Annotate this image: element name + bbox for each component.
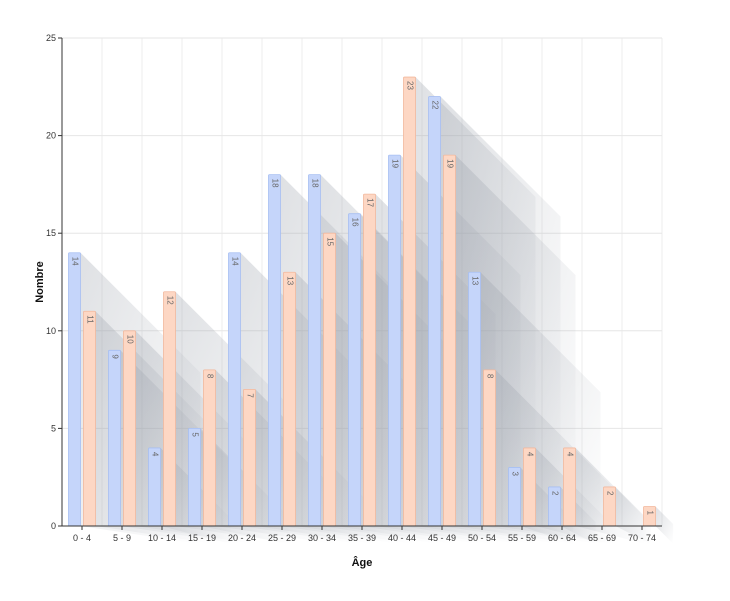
- bar-1-10: [468, 271, 481, 527]
- bar-shadow: [655, 506, 674, 544]
- bar-2-6: [323, 232, 336, 527]
- bar-value-label: 10: [125, 335, 134, 344]
- bar-value-label: 23: [405, 81, 414, 90]
- y-tick-label: 15: [46, 228, 56, 238]
- bar-2-7: [363, 193, 376, 527]
- bar-2-1: [123, 330, 136, 527]
- bar-1-1: [108, 349, 121, 527]
- bar-2-14: [643, 506, 656, 527]
- bar-1-2: [148, 447, 161, 527]
- bar-1-9: [428, 96, 441, 527]
- bar-2-10: [483, 369, 496, 527]
- bar-2-4: [243, 388, 256, 527]
- bar-2-8: [403, 76, 416, 527]
- x-tick-label: 40 - 44: [388, 533, 416, 543]
- bar-2-2: [163, 291, 176, 527]
- bar-2-5: [283, 271, 296, 527]
- x-tick-label: 5 - 9: [113, 533, 131, 543]
- x-tick-label: 10 - 14: [148, 533, 176, 543]
- bar-1-3: [188, 427, 201, 527]
- x-tick-labels: 0 - 4 5 - 9 10 - 14 15 - 19 20 - 24 25 - 29 30…: [73, 526, 656, 543]
- bar-value-label: 16: [350, 218, 359, 227]
- bar-2-12: [563, 447, 576, 527]
- y-axis-title: Nombre: [34, 261, 46, 303]
- bar-value-label: 8: [205, 374, 214, 379]
- bar-2-9: [443, 154, 456, 527]
- bar-value-label: 18: [310, 179, 319, 188]
- bar-value-label: 12: [165, 296, 174, 305]
- bar-value-label: 3: [510, 471, 519, 476]
- x-axis-title: Âge: [352, 556, 373, 569]
- bar-value-label: 17: [365, 198, 374, 207]
- bars: 1411910412581471813181516171923221913834…: [68, 76, 656, 527]
- bar-value-label: 4: [150, 452, 159, 457]
- x-tick-label: 70 - 74: [628, 533, 656, 543]
- bar-1-0: [68, 252, 81, 527]
- x-tick-label: 35 - 39: [348, 533, 376, 543]
- x-tick-label: 20 - 24: [228, 533, 256, 543]
- x-tick-label: 55 - 59: [508, 533, 536, 543]
- bar-value-label: 18: [270, 179, 279, 188]
- bar-2-3: [203, 369, 216, 527]
- bar-1-6: [308, 174, 321, 527]
- bar-value-label: 2: [550, 491, 559, 496]
- bar-value-label: 4: [525, 452, 534, 457]
- bar-2-0: [83, 310, 96, 527]
- bar-value-label: 5: [190, 432, 199, 437]
- bar-value-label: 2: [605, 491, 614, 496]
- y-tick-labels: 0 5 10 15 20 25: [46, 33, 62, 531]
- bar-value-label: 14: [70, 257, 79, 266]
- bar-value-label: 9: [110, 354, 119, 359]
- x-tick-label: 60 - 64: [548, 533, 576, 543]
- x-tick-label: 0 - 4: [73, 533, 91, 543]
- x-tick-label: 30 - 34: [308, 533, 336, 543]
- bar-2-11: [523, 447, 536, 527]
- bar-1-5: [268, 174, 281, 527]
- bar-value-label: 14: [230, 257, 239, 266]
- x-tick-label: 45 - 49: [428, 533, 456, 543]
- bar-value-label: 1: [645, 510, 654, 515]
- bar-1-8: [388, 154, 401, 527]
- bar-value-label: 11: [85, 315, 94, 324]
- bar-value-label: 13: [285, 276, 294, 285]
- bar-value-label: 13: [470, 276, 479, 285]
- y-tick-label: 5: [51, 423, 56, 433]
- bar-1-11: [508, 467, 521, 527]
- bar-value-label: 19: [445, 159, 454, 168]
- bar-value-label: 7: [245, 393, 254, 398]
- x-tick-label: 50 - 54: [468, 533, 496, 543]
- bar-value-label: 15: [325, 237, 334, 246]
- y-tick-label: 20: [46, 131, 56, 141]
- bar-value-label: 19: [390, 159, 399, 168]
- y-tick-label: 10: [46, 326, 56, 336]
- bar-1-4: [228, 252, 241, 527]
- bar-value-label: 4: [565, 452, 574, 457]
- bar-value-label: 8: [485, 374, 494, 379]
- x-tick-label: 65 - 69: [588, 533, 616, 543]
- x-tick-label: 25 - 29: [268, 533, 296, 543]
- y-tick-label: 0: [51, 521, 56, 531]
- bar-value-label: 22: [430, 101, 439, 110]
- bar-1-7: [348, 213, 361, 527]
- x-tick-label: 15 - 19: [188, 533, 216, 543]
- y-tick-label: 25: [46, 33, 56, 43]
